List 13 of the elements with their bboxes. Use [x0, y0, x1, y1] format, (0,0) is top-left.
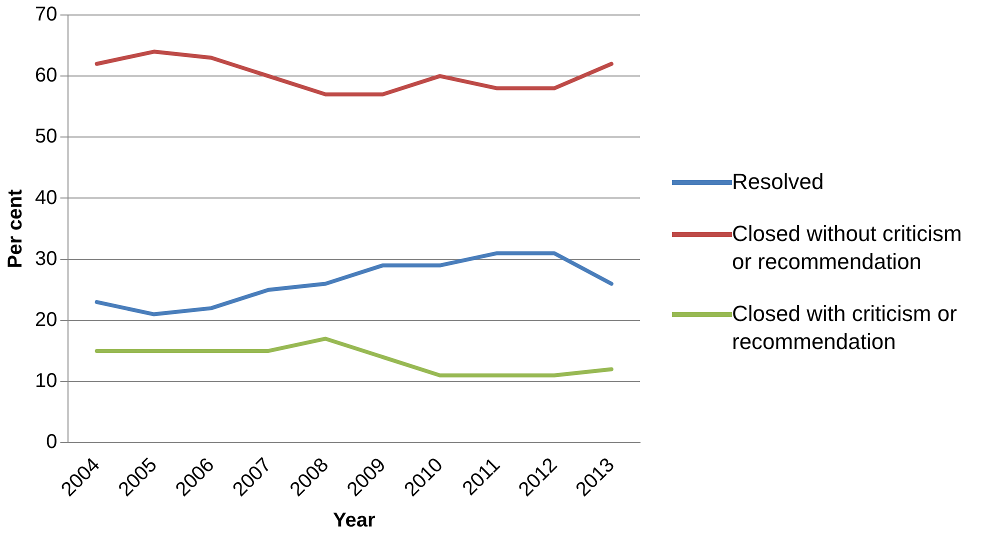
y-tick-label: 40	[34, 186, 58, 209]
y-tick-label: 20	[34, 308, 58, 331]
y-tick-label: 10	[34, 370, 58, 392]
x-axis-title: Year	[332, 510, 376, 532]
legend-label: Closed without criticism or recommendation	[732, 220, 963, 276]
y-tick-label: 30	[34, 248, 58, 270]
legend-label: Closed with criticism or recommendation	[732, 300, 958, 356]
y-tick-label: 50	[34, 126, 58, 148]
y-tick-label: 0	[46, 431, 58, 454]
legend-label: Resolved	[732, 168, 825, 196]
y-axis-title: Per cent	[4, 188, 27, 268]
y-tick-label: 70	[34, 4, 58, 26]
y-tick-label: 60	[34, 64, 58, 87]
